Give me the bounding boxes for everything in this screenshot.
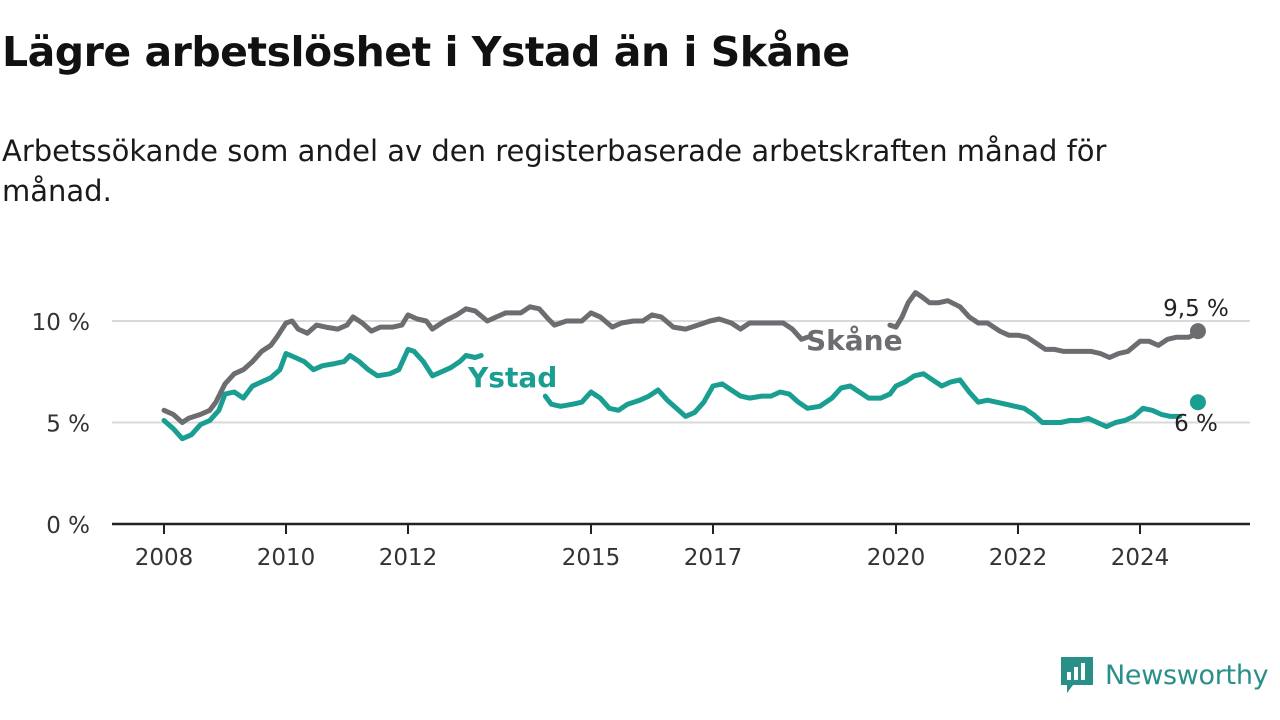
end-label-skane: 9,5 % (1163, 296, 1229, 322)
series-label-skane: Skåne (806, 324, 903, 357)
y-tick-label: 10 % (32, 310, 90, 336)
series-line-skane (161, 304, 810, 425)
x-tick-label: 2017 (684, 545, 743, 571)
series-label-ystad: Ystad (467, 361, 557, 394)
x-tick-label: 2024 (1111, 545, 1170, 571)
end-point-ystad (1189, 394, 1206, 411)
y-tick-label: 0 % (46, 513, 90, 539)
series-line-ystad (542, 371, 1183, 430)
x-tick-label: 2008 (135, 545, 194, 571)
end-point-skane (1189, 323, 1206, 340)
x-axis: 2008 2010 2012 2015 2017 2020 2022 2024 (112, 522, 1250, 571)
end-label-ystad: 6 % (1174, 411, 1218, 437)
x-tick-label: 2022 (989, 545, 1048, 571)
series-line-ystad (161, 346, 484, 442)
chart-title: Lägre arbetslöshet i Ystad än i Skåne (2, 28, 850, 76)
series-line-skane (887, 290, 1201, 360)
x-tick-label: 2010 (257, 545, 316, 571)
y-axis-ticks: 0 % 5 % 10 % (32, 310, 90, 539)
brand-name: Newsworthy (1105, 659, 1269, 691)
x-tick-label: 2015 (562, 545, 621, 571)
gridlines (112, 320, 1250, 424)
chart-subtitle: Arbetssökande som andel av den registerb… (2, 134, 1107, 208)
series-lines (161, 290, 1206, 442)
y-tick-label: 5 % (46, 412, 90, 438)
brand: Newsworthy (1059, 655, 1269, 695)
x-tick-label: 2020 (867, 545, 926, 571)
newsworthy-logo-icon (1061, 657, 1093, 693)
x-tick-label: 2012 (379, 545, 438, 571)
series-labels: Skåne Ystad 9,5 % 6 % (467, 296, 1229, 437)
